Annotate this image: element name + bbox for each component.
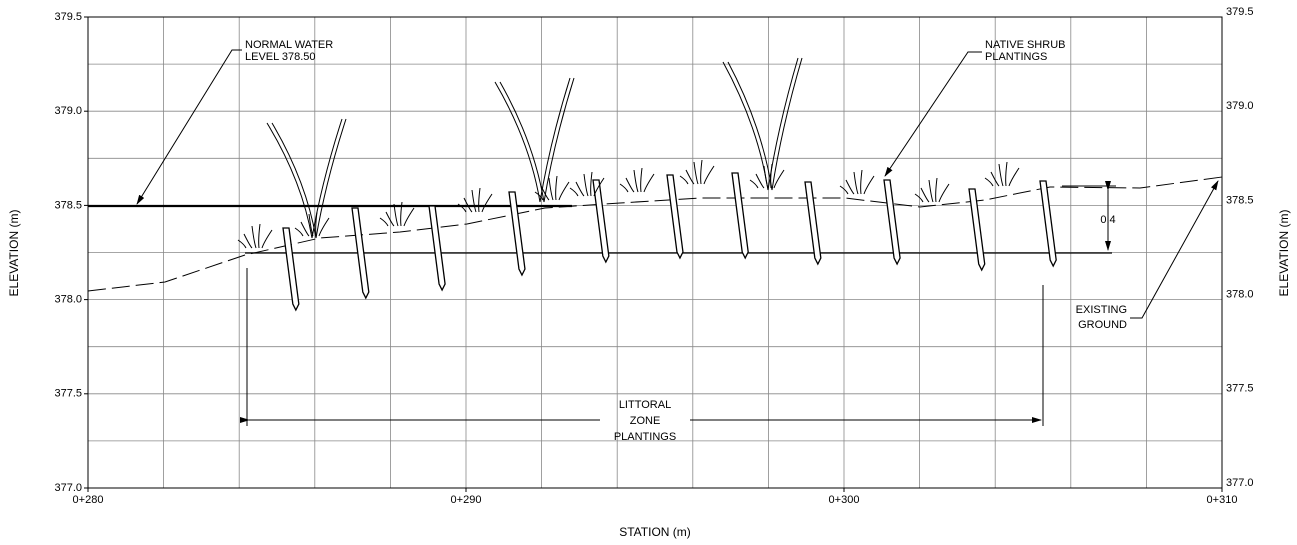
y-tick-label: 379.5	[1226, 6, 1254, 18]
y-tick-label: 379.5	[54, 11, 82, 23]
dim-label: 0.4	[1100, 214, 1115, 226]
y-tick-label: 378.5	[1226, 194, 1254, 206]
grass-tuft	[679, 159, 715, 185]
x-axis-label: STATION (m)	[619, 525, 691, 539]
stake	[508, 191, 526, 277]
y-tick-label: 378.0	[54, 294, 82, 306]
annotation: PLANTINGS	[614, 431, 676, 443]
x-tick-label: 0+290	[451, 494, 482, 506]
stake	[282, 227, 300, 312]
annotation: ZONE	[630, 415, 661, 427]
stake	[883, 179, 901, 266]
stake	[666, 174, 684, 260]
stake	[351, 207, 370, 300]
y-tick-label: 377.5	[54, 388, 82, 400]
stake	[1039, 180, 1057, 268]
grass-tuft	[569, 171, 605, 197]
annotation: LITTORAL	[619, 399, 671, 411]
annotation: GROUND	[1078, 319, 1127, 331]
y-axis-label: ELEVATION (m)	[7, 210, 21, 297]
annotation: LEVEL 378.50	[245, 51, 316, 63]
grass-tuft	[457, 187, 493, 213]
reed	[722, 57, 803, 191]
annotation: NORMAL WATER	[245, 39, 333, 51]
stake	[731, 172, 749, 260]
y-axis-label: ELEVATION (m)	[1277, 210, 1291, 297]
grass-tuft	[237, 223, 273, 249]
y-tick-label: 378.5	[54, 199, 82, 211]
annotation: PLANTINGS	[985, 51, 1047, 63]
stake	[592, 179, 610, 264]
grass-tuft	[379, 201, 415, 227]
x-tick-label: 0+310	[1207, 494, 1238, 506]
x-tick-label: 0+300	[829, 494, 860, 506]
y-tick-label: 379.0	[54, 105, 82, 117]
frame	[87, 16, 1223, 489]
y-tick-label: 377.0	[54, 482, 82, 494]
annotation: EXISTING	[1076, 304, 1127, 316]
annotation: NATIVE SHRUB	[985, 39, 1065, 51]
leader	[136, 49, 242, 205]
reed	[494, 77, 575, 203]
existing-ground-line	[87, 176, 1223, 292]
reed	[266, 118, 347, 239]
stake	[428, 205, 446, 292]
grass-tuft	[839, 169, 875, 195]
y-tick-label: 377.0	[1226, 477, 1254, 489]
grass-tuft	[984, 161, 1020, 187]
stake	[804, 181, 822, 266]
grass-tuft	[619, 167, 655, 193]
plants	[237, 57, 1057, 312]
grass-tuft	[534, 175, 570, 201]
y-tick-label: 377.5	[1226, 383, 1254, 395]
x-tick-label: 0+280	[73, 494, 104, 506]
leader	[884, 51, 982, 177]
grass-tuft	[294, 211, 330, 237]
stake	[968, 188, 986, 272]
leader	[1130, 180, 1219, 319]
y-tick-label: 378.0	[1226, 289, 1254, 301]
y-tick-label: 379.0	[1226, 100, 1254, 112]
grass-tuft	[914, 177, 950, 203]
